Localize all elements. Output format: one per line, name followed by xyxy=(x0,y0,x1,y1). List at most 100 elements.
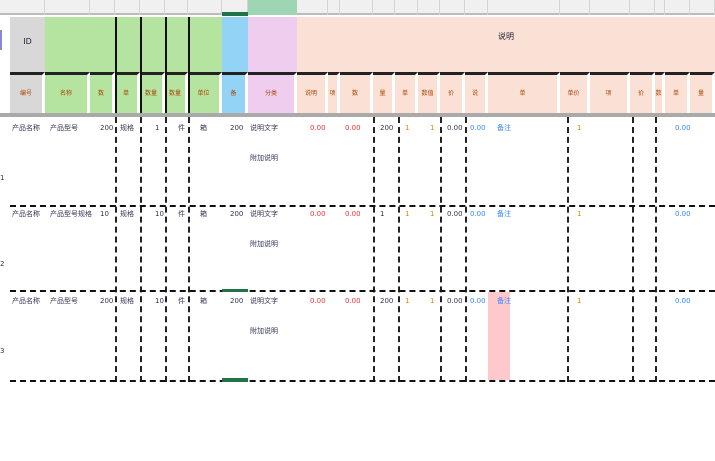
column-letter[interactable] xyxy=(418,0,440,15)
cell-c1[interactable]: 产品名称 xyxy=(12,297,40,305)
cell-c11[interactable]: 0.00 xyxy=(345,297,361,305)
column-letter[interactable] xyxy=(328,0,340,15)
subheader-cell[interactable]: 项 xyxy=(590,72,630,113)
cell-c9-line2[interactable]: 附加说明 xyxy=(250,327,278,335)
cell-c19[interactable]: 0.00 xyxy=(675,297,691,305)
cell-c8[interactable]: 200 xyxy=(230,124,244,132)
subheader-cell[interactable]: 名称 xyxy=(45,72,90,113)
cell-c18[interactable]: 1 xyxy=(577,124,582,132)
cell-c12[interactable]: 1 xyxy=(380,210,385,218)
cell-c16[interactable]: 0.00 xyxy=(470,124,486,132)
cell-c7[interactable]: 箱 xyxy=(200,124,207,132)
column-letter[interactable] xyxy=(10,0,45,15)
cell-c6[interactable]: 件 xyxy=(178,210,185,218)
row-number[interactable]: 3 xyxy=(0,347,5,355)
cell-c9-line2[interactable]: 附加说明 xyxy=(250,154,278,162)
cell-c6[interactable]: 件 xyxy=(178,124,185,132)
cell-c9[interactable]: 说明文字 xyxy=(250,210,278,218)
row-number[interactable]: 2 xyxy=(0,260,5,268)
column-letter[interactable] xyxy=(655,0,665,15)
subheader-cell[interactable]: 分类 xyxy=(248,72,297,113)
subheader-cell[interactable]: 单 xyxy=(488,72,560,113)
subheader-cell[interactable]: 数量 xyxy=(140,72,165,113)
column-letter[interactable] xyxy=(140,0,165,15)
column-letter[interactable] xyxy=(440,0,465,15)
subheader-cell[interactable]: 价 xyxy=(630,72,655,113)
cell-c13[interactable]: 1 xyxy=(405,124,410,132)
subheader-cell[interactable]: 单 xyxy=(115,72,140,113)
column-letter[interactable] xyxy=(395,0,418,15)
header-id[interactable]: ID xyxy=(10,17,45,72)
cell-c15[interactable]: 0.00 xyxy=(447,297,463,305)
cell-c5[interactable]: 10 xyxy=(155,297,164,305)
column-letter[interactable] xyxy=(630,0,655,15)
cell-c8[interactable]: 200 xyxy=(230,210,244,218)
cell-c13[interactable]: 1 xyxy=(405,297,410,305)
cell-c15[interactable]: 0.00 xyxy=(447,210,463,218)
column-letter[interactable] xyxy=(590,0,630,15)
cell-c15[interactable]: 0.00 xyxy=(447,124,463,132)
subheader-cell[interactable]: 单价 xyxy=(560,72,590,113)
cell-c14[interactable]: 1 xyxy=(430,297,435,305)
column-letter[interactable] xyxy=(488,0,560,15)
cell-c7[interactable]: 箱 xyxy=(200,210,207,218)
cell-c16[interactable]: 0.00 xyxy=(470,297,486,305)
column-letter[interactable] xyxy=(297,0,328,15)
cell-c3[interactable]: 200 xyxy=(100,124,114,132)
cell-c4[interactable]: 规格 xyxy=(120,210,134,218)
column-letter[interactable] xyxy=(373,0,395,15)
column-letter[interactable] xyxy=(222,0,248,15)
cell-c6[interactable]: 件 xyxy=(178,297,185,305)
cell-c11[interactable]: 0.00 xyxy=(345,210,361,218)
cell-c10[interactable]: 0.00 xyxy=(310,297,326,305)
cell-c2[interactable]: 产品型号规格 xyxy=(50,210,92,218)
cell-c12[interactable]: 200 xyxy=(380,124,394,132)
cell-c2[interactable]: 产品型号 xyxy=(50,124,78,132)
cell-c19[interactable]: 0.00 xyxy=(675,124,691,132)
subheader-cell[interactable]: 数 xyxy=(655,72,665,113)
cell-c14[interactable]: 1 xyxy=(430,210,435,218)
column-letter[interactable] xyxy=(188,0,222,15)
cell-c9[interactable]: 说明文字 xyxy=(250,124,278,132)
subheader-cell[interactable]: 项目 xyxy=(328,72,340,113)
column-letter[interactable] xyxy=(465,0,488,15)
cell-c11[interactable]: 0.00 xyxy=(345,124,361,132)
cell-c12[interactable]: 200 xyxy=(380,297,394,305)
column-letter[interactable] xyxy=(560,0,590,15)
cell-c8[interactable]: 200 xyxy=(230,297,244,305)
cell-c9[interactable]: 说明文字 xyxy=(250,297,278,305)
header-group-green[interactable] xyxy=(45,17,222,72)
cell-c9-line2[interactable]: 附加说明 xyxy=(250,240,278,248)
cell-c1[interactable]: 产品名称 xyxy=(12,124,40,132)
column-letter[interactable] xyxy=(690,0,715,15)
subheader-cell[interactable]: 单 xyxy=(395,72,418,113)
subheader-cell[interactable]: 数量 xyxy=(165,72,188,113)
subheader-cell[interactable]: 数 xyxy=(90,72,115,113)
cell-c17[interactable]: 备注 xyxy=(497,124,511,132)
column-letter[interactable] xyxy=(165,0,188,15)
cell-c18[interactable]: 1 xyxy=(577,297,582,305)
column-letter[interactable] xyxy=(45,0,90,15)
subheader-cell[interactable]: 量 xyxy=(373,72,395,113)
cell-c3[interactable]: 200 xyxy=(100,297,114,305)
cell-c1[interactable]: 产品名称 xyxy=(12,210,40,218)
subheader-cell[interactable]: 说明 xyxy=(297,72,328,113)
subheader-cell[interactable]: 单 xyxy=(665,72,690,113)
cell-c4[interactable]: 规格 xyxy=(120,124,134,132)
cell-c14[interactable]: 1 xyxy=(430,124,435,132)
cell-c19[interactable]: 0.00 xyxy=(675,210,691,218)
row-number[interactable]: 1 xyxy=(0,174,5,182)
cell-c5[interactable]: 1 xyxy=(155,124,160,132)
subheader-cell[interactable]: 价 xyxy=(440,72,465,113)
cell-c3[interactable]: 10 xyxy=(100,210,109,218)
column-letter[interactable] xyxy=(90,0,115,15)
subheader-cell[interactable]: 说 xyxy=(465,72,488,113)
header-group-peach[interactable]: 说明 xyxy=(297,17,715,72)
cell-c10[interactable]: 0.00 xyxy=(310,210,326,218)
subheader-cell[interactable]: 备 xyxy=(222,72,248,113)
cell-c4[interactable]: 规格 xyxy=(120,297,134,305)
cell-c18[interactable]: 1 xyxy=(577,210,582,218)
cell-c7[interactable]: 箱 xyxy=(200,297,207,305)
cell-c16[interactable]: 0.00 xyxy=(470,210,486,218)
subheader-cell[interactable]: 编号 xyxy=(10,72,45,113)
